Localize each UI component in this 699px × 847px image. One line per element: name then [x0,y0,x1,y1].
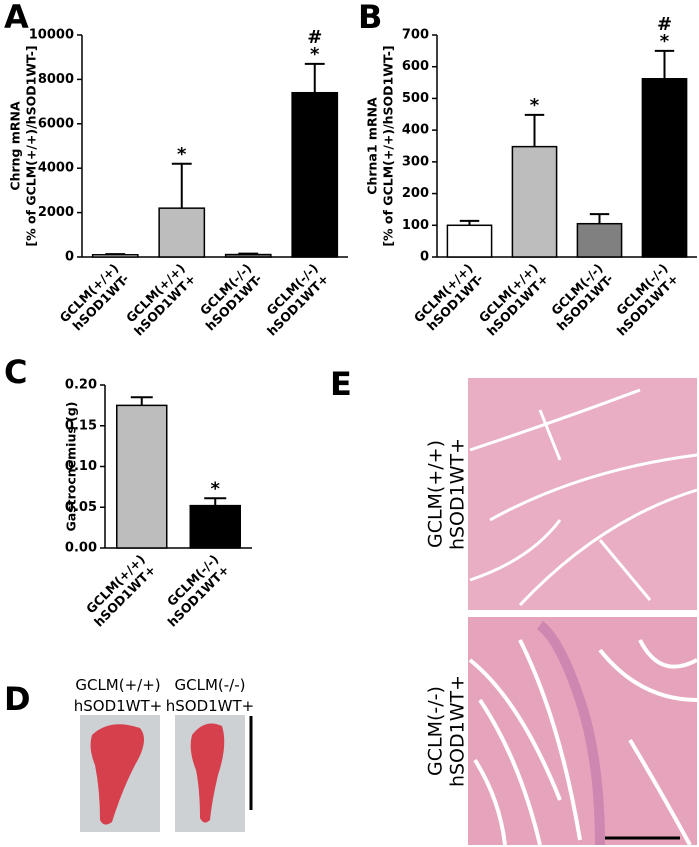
photo-label: hSOD1WT+ [166,697,255,715]
photo-label: GCLM(+/+) [75,676,160,694]
x-tick-label: GCLM(-/-)hSOD1WT+ [253,261,331,339]
significance-marker: * [211,478,221,499]
photo-label: GCLM(-/-) [175,676,246,694]
y-axis-label: Gastrocnemius (g) [64,401,79,531]
bar [446,224,493,258]
y-tick-label: 300 [402,154,429,169]
y-tick-label: 0.10 [65,459,97,474]
y-axis-label: [% of GCLM(+/+)/hSOD1WT-] [381,45,396,246]
y-tick-label: 8000 [38,72,74,87]
bar [224,253,272,258]
x-tick-label: GCLM(-/-)hSOD1WT+ [154,552,232,630]
y-tick-label: 0 [65,250,74,265]
y-tick-label: 0.15 [65,418,97,433]
x-tick-label: GCLM(+/+)hSOD1WT+ [120,261,198,339]
x-tick-label: GCLM(-/-)hSOD1WT- [543,261,616,334]
bar [641,78,688,258]
x-tick-label: GCLM(+/+)hSOD1WT- [56,261,132,337]
significance-marker: * [660,31,670,52]
histology-label: hSOD1WT+ [447,438,469,550]
significance-marker: * [177,144,187,165]
x-tick-label: GCLM(-/-)hSOD1WT+ [603,261,681,339]
panel-label: B [358,0,382,36]
histology-label: GCLM(+/+) [425,440,447,548]
y-tick-label: 0.05 [65,500,97,515]
y-tick-label: 0.00 [65,541,97,556]
photo-panel [80,715,253,832]
bar [91,254,139,258]
panel-label: D [4,680,31,718]
photo-label: hSOD1WT+ [74,697,163,715]
x-tick-label: GCLM(+/+)hSOD1WT- [411,261,487,337]
y-tick-label: 0 [420,250,429,265]
y-axis-label: Chrna1 mRNA [365,97,380,195]
panel-label: C [4,353,27,391]
bar [189,504,241,549]
muscle-photo [90,724,144,825]
y-tick-label: 10000 [29,28,74,43]
histology-label: GCLM(-/-) [425,686,447,776]
y-tick-label: 400 [402,123,429,138]
bar [158,207,206,258]
y-tick-label: 6000 [38,116,74,131]
y-tick-label: 600 [402,59,429,74]
panel-label: A [4,0,29,36]
bar [576,222,623,258]
y-tick-label: 100 [402,218,429,233]
significance-marker: * [530,95,540,116]
x-tick-label: GCLM(+/+)hSOD1WT+ [473,261,551,339]
significance-marker: # [307,27,322,48]
muscle-photo [190,723,225,823]
infiltrate [536,621,605,846]
bar [511,145,558,258]
significance-marker: * [310,44,320,65]
y-tick-label: 500 [402,91,429,106]
bar [116,404,168,549]
panel-label: E [330,365,352,403]
tissue-gap [469,388,698,607]
histology-panel [468,378,698,846]
significance-marker: # [657,14,672,35]
y-axis-label: Chrng mRNA [8,101,23,191]
y-tick-label: 2000 [38,205,74,220]
histology-label: hSOD1WT+ [447,675,469,787]
y-tick-label: 700 [402,28,429,43]
y-tick-label: 200 [402,186,429,201]
histology-image [468,617,697,845]
x-tick-label: GCLM(+/+)hSOD1WT+ [80,552,158,630]
y-tick-label: 4000 [38,161,74,176]
y-axis-label: [% of GCLM(+/+)/hSOD1WT-] [24,45,39,246]
y-tick-label: 0.20 [65,378,97,393]
x-tick-label: GCLM(-/-)hSOD1WT- [192,261,265,334]
bar [291,91,339,258]
histology-image [468,378,697,610]
tissue-gap [468,639,698,846]
